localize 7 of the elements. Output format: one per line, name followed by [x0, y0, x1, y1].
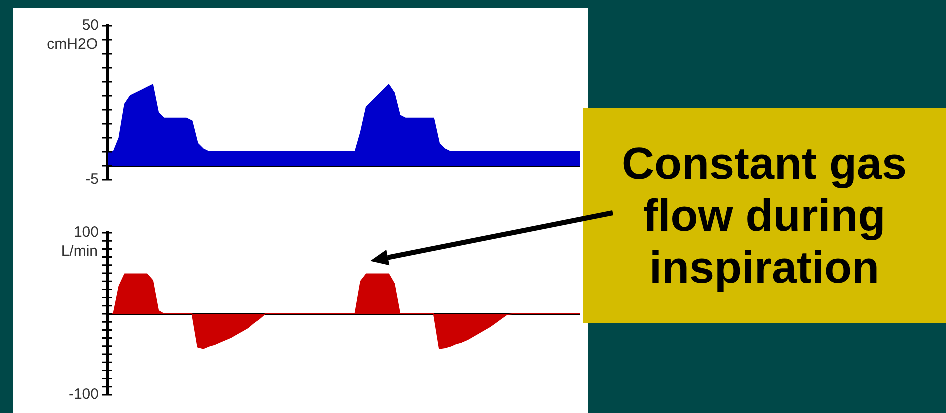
y-tick-label: 100 — [74, 224, 99, 242]
y-axis-title: L/min — [61, 243, 98, 260]
y-axis-title: cmH2O — [47, 36, 98, 54]
y-tick-label: -100 — [68, 386, 99, 404]
y-tick-label: 50 — [82, 17, 99, 34]
text: Constant gas flow during inspiration — [583, 108, 946, 323]
y-tick-label: -5 — [86, 171, 99, 188]
